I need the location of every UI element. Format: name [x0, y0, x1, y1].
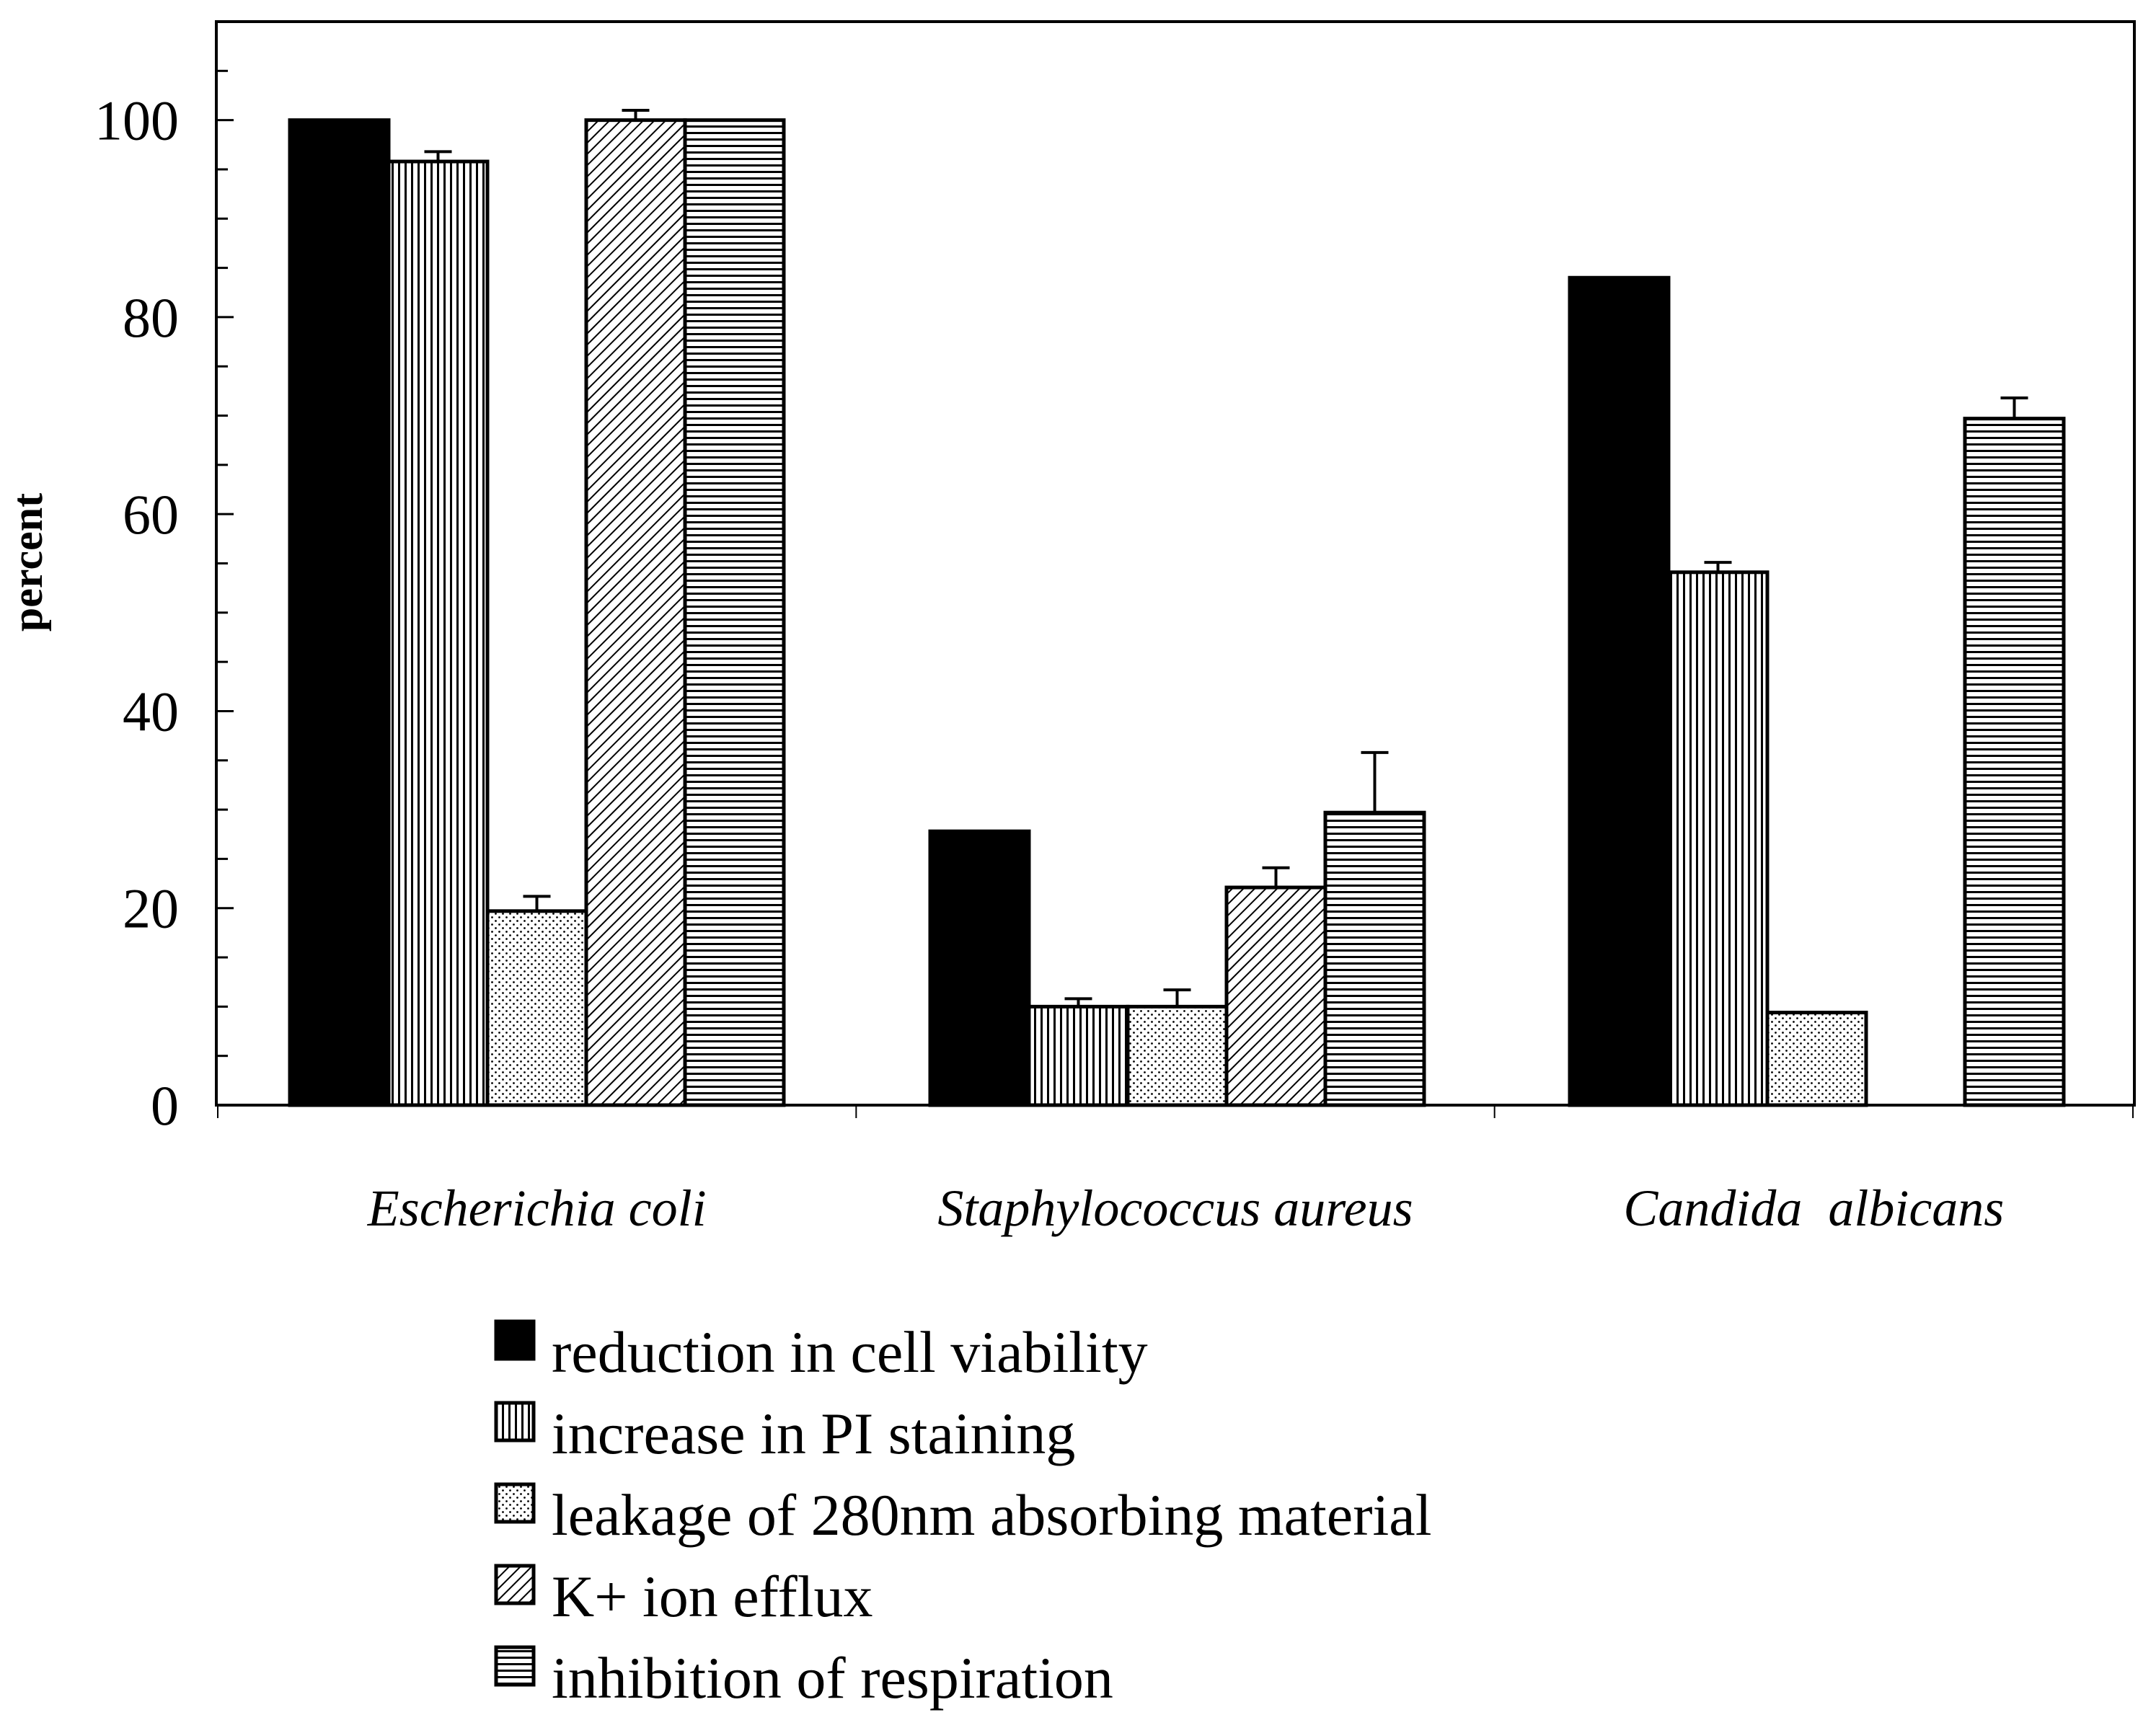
bar-vertical	[1666, 570, 1770, 1107]
legend-label: leakage of 280nm absorbing material	[552, 1482, 1431, 1548]
legend-label: inhibition of respiration	[552, 1645, 1113, 1711]
bar-solid	[288, 118, 391, 1107]
bar-horizontal	[1963, 417, 2066, 1107]
x-category-label: Escherichia coli	[367, 1179, 707, 1237]
x-category-label: Candida albicans	[1623, 1179, 2004, 1237]
y-tick-label: 100	[94, 89, 179, 152]
legend-swatch-diagonal	[494, 1564, 536, 1605]
bar-vertical	[386, 159, 490, 1107]
y-tick-label: 20	[123, 877, 179, 940]
y-tick-label: 40	[123, 680, 179, 743]
bar-dots	[485, 909, 588, 1107]
bar-vertical	[1027, 1004, 1130, 1107]
legend-label: reduction in cell viability	[552, 1319, 1148, 1385]
legend-label: K+ ion efflux	[552, 1564, 873, 1629]
legend-label: increase in PI staining	[552, 1401, 1075, 1466]
legend-swatch-dots	[494, 1482, 536, 1524]
bar-diagonal	[584, 118, 687, 1107]
bar-solid	[1568, 275, 1671, 1107]
bar-dots	[1126, 1004, 1229, 1107]
bar-dots	[1765, 1011, 1868, 1107]
y-axis-title: percent	[4, 493, 51, 632]
legend-swatch-horizontal	[494, 1645, 536, 1687]
legend-swatch-solid	[494, 1319, 536, 1361]
bar-horizontal	[1323, 810, 1426, 1107]
x-category-label: Staphylococcus aureus	[937, 1179, 1413, 1237]
y-tick-label: 60	[123, 483, 179, 546]
bar-horizontal	[683, 118, 786, 1107]
bar-solid	[928, 829, 1031, 1107]
legend-swatch-vertical	[494, 1401, 536, 1443]
y-tick-label: 0	[151, 1074, 179, 1137]
y-tick-label: 80	[123, 286, 179, 349]
bar-diagonal	[1224, 885, 1327, 1107]
